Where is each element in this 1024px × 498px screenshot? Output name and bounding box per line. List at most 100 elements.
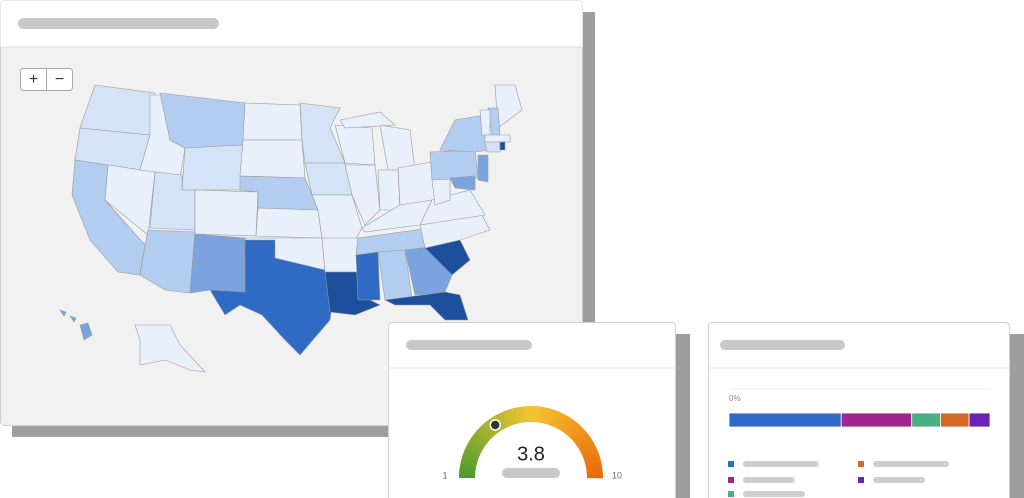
- gauge-arc: [475, 429, 490, 443]
- legend-label-placeholder: [743, 491, 805, 497]
- gauge-arc: [508, 408, 517, 425]
- gauge-arc: [566, 422, 580, 437]
- gauge-arc: [460, 459, 477, 467]
- us-map: [59, 84, 523, 373]
- gauge-arc: [516, 406, 523, 424]
- state: [79, 322, 93, 341]
- legend-label-placeholder: [873, 461, 949, 467]
- state: [484, 134, 511, 143]
- gauge-tick-label: 1: [442, 470, 447, 480]
- gauge-arc: [585, 463, 603, 470]
- state: [344, 164, 381, 226]
- gauge-arc: [584, 455, 601, 464]
- gauge-arc: [482, 421, 496, 437]
- state: [355, 251, 381, 301]
- gauge-arc: [577, 438, 594, 451]
- state: [429, 149, 479, 181]
- gauge-label-placeholder: [502, 468, 560, 478]
- state: [304, 162, 353, 196]
- stacked-bar-chart: 0%: [728, 388, 991, 497]
- gauge-tick-label: 10: [612, 470, 622, 480]
- legend-label-placeholder: [743, 477, 795, 483]
- gauge-arc: [501, 410, 512, 427]
- gauge-arc: [586, 474, 604, 479]
- state: [134, 324, 206, 373]
- gauge-arc: [468, 438, 485, 450]
- title-placeholder: [18, 18, 219, 29]
- legend-label-placeholder: [873, 477, 925, 483]
- legend-swatch: [858, 477, 864, 483]
- state: [194, 189, 259, 237]
- legend-swatch: [728, 461, 734, 467]
- gauge-arc: [582, 448, 599, 459]
- gauge-arc: [495, 413, 506, 430]
- gauge-arc: [580, 445, 597, 456]
- state: [239, 139, 306, 179]
- gauge-arc: [563, 419, 577, 435]
- gauge-arc: [462, 452, 479, 461]
- gauge-arc: [536, 406, 543, 423]
- state: [209, 239, 336, 356]
- gauge-arc: [542, 407, 550, 424]
- gauge-arc: [459, 470, 476, 476]
- gauge-arc: [545, 408, 554, 425]
- state: [181, 144, 244, 191]
- legend-swatch: [728, 491, 734, 497]
- state: [59, 309, 67, 317]
- gauge-arc: [568, 424, 583, 439]
- state: [242, 102, 303, 141]
- gauge-arc: [527, 405, 532, 423]
- gauge-arc: [553, 412, 564, 429]
- gauge-arc: [579, 442, 596, 453]
- gauge-arc: [459, 466, 476, 473]
- state: [449, 175, 476, 191]
- gauge-arc: [480, 424, 494, 439]
- legend-label-placeholder: [743, 461, 819, 467]
- state: [431, 177, 451, 206]
- gauge-arc: [586, 470, 603, 476]
- state: [499, 141, 506, 151]
- state: [189, 233, 246, 294]
- gauge-arc: [576, 435, 592, 448]
- gauge: 3.8 1 10: [442, 405, 622, 480]
- state: [69, 315, 77, 323]
- gauge-arc: [556, 413, 568, 430]
- gauge-arc: [539, 406, 547, 424]
- gauge-arc: [559, 415, 571, 432]
- bar-segment: [911, 412, 941, 428]
- bar-segment: [968, 412, 991, 428]
- gauge-value: 3.8: [517, 443, 545, 465]
- zoom-out-button[interactable]: −: [55, 71, 64, 88]
- gauge-needle: [489, 419, 501, 431]
- bar-segment: [940, 412, 970, 428]
- state: [477, 154, 489, 183]
- state: [419, 189, 486, 226]
- legend-swatch: [858, 461, 864, 467]
- state: [484, 141, 501, 153]
- gauge-arc: [572, 429, 588, 443]
- state: [255, 207, 323, 239]
- gauge-arc: [463, 448, 480, 458]
- gauge-arc: [459, 474, 476, 478]
- gauge-arc: [459, 462, 477, 470]
- state: [321, 237, 361, 273]
- gauge-arc: [583, 452, 600, 461]
- gauge-arc: [472, 432, 488, 446]
- gauge-arc: [531, 406, 535, 423]
- state: [339, 111, 396, 129]
- state: [479, 109, 491, 136]
- bar-segment: [728, 412, 842, 428]
- gauge-arc: [574, 432, 590, 446]
- gauge-arc: [461, 455, 478, 464]
- gauge-arc: [477, 426, 492, 441]
- state: [383, 291, 469, 321]
- state: [159, 92, 246, 149]
- title-placeholder: [406, 340, 532, 350]
- card-header: [0, 0, 583, 47]
- gauge-arc: [585, 459, 602, 467]
- zoom-in-button[interactable]: +: [29, 71, 38, 88]
- state: [377, 169, 401, 211]
- gauge-arc: [561, 417, 574, 433]
